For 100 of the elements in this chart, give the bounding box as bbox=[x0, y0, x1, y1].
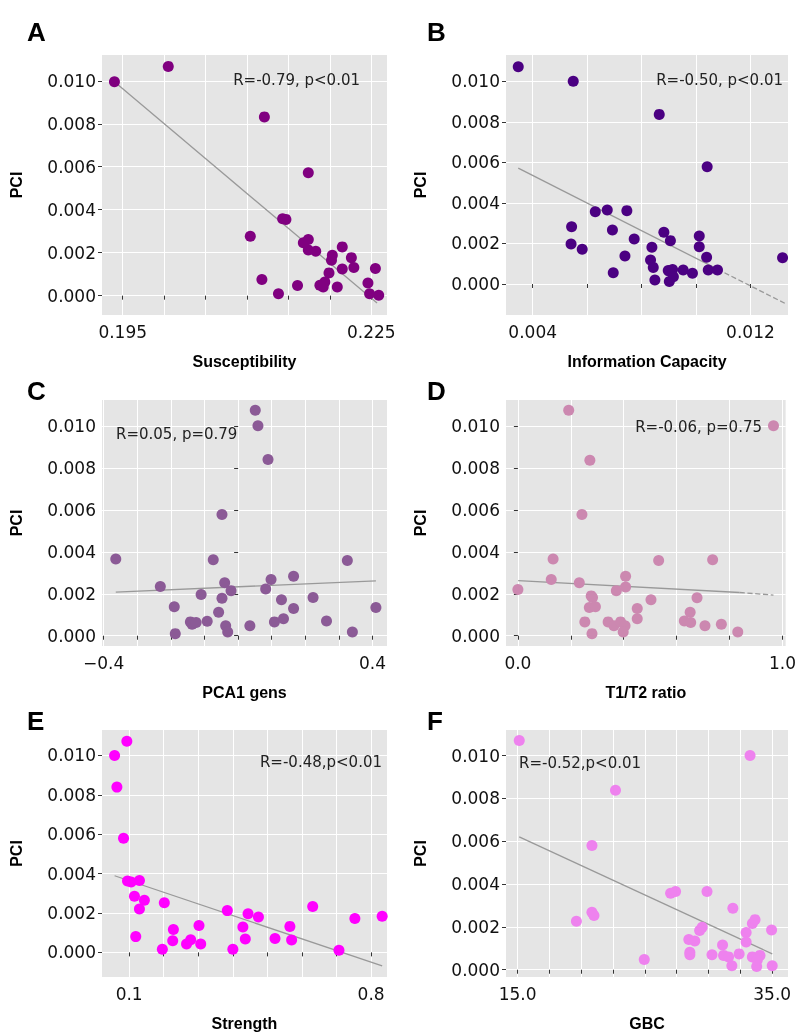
y-tick-label: 0.000 bbox=[47, 625, 96, 646]
point bbox=[566, 221, 578, 233]
y-tick-label: 0.004 bbox=[47, 199, 96, 220]
point bbox=[766, 924, 778, 936]
x-tick-label: 0.1 bbox=[115, 983, 143, 1004]
point bbox=[154, 580, 166, 592]
point bbox=[288, 602, 300, 614]
point bbox=[512, 61, 524, 73]
point bbox=[341, 554, 353, 566]
point bbox=[133, 874, 145, 886]
x-tick-label: 0.4 bbox=[359, 652, 387, 673]
point bbox=[244, 620, 256, 632]
point bbox=[513, 734, 525, 746]
point bbox=[686, 267, 698, 279]
point bbox=[740, 936, 752, 948]
point bbox=[108, 76, 120, 88]
y-tick-label: 0.002 bbox=[47, 902, 96, 923]
point bbox=[727, 902, 739, 914]
x-axis-title: PCA1 gens bbox=[202, 683, 287, 701]
point bbox=[567, 75, 579, 87]
point bbox=[331, 281, 343, 293]
x-tick-label: 35.0 bbox=[753, 983, 792, 1004]
point bbox=[601, 204, 613, 216]
point bbox=[346, 626, 358, 638]
point bbox=[563, 404, 575, 416]
point bbox=[370, 601, 382, 613]
y-tick-label: 0.004 bbox=[451, 192, 500, 213]
y-axis-title: PCI bbox=[7, 840, 25, 867]
y-tick-label: 0.008 bbox=[451, 111, 500, 132]
y-axis-title: PCI bbox=[7, 171, 25, 199]
point bbox=[169, 628, 181, 640]
point bbox=[269, 932, 281, 944]
annotation: R=-0.48,p<0.01 bbox=[259, 752, 382, 771]
point bbox=[570, 915, 582, 927]
point bbox=[336, 241, 348, 253]
y-axis-title: PCI bbox=[7, 509, 25, 537]
point bbox=[252, 911, 264, 923]
point bbox=[319, 276, 331, 288]
point bbox=[726, 960, 738, 972]
point bbox=[168, 601, 180, 613]
point bbox=[292, 280, 304, 292]
point bbox=[689, 935, 701, 947]
y-tick-label: 0.000 bbox=[451, 625, 500, 646]
point bbox=[252, 420, 264, 432]
x-axis-title: GBC bbox=[629, 1014, 666, 1032]
point bbox=[610, 784, 621, 796]
chart-title: A bbox=[27, 17, 46, 47]
point bbox=[158, 897, 170, 909]
point bbox=[262, 454, 274, 466]
point bbox=[288, 570, 300, 582]
point bbox=[545, 574, 557, 586]
point bbox=[701, 251, 713, 263]
x-tick-label: 15.0 bbox=[498, 983, 537, 1004]
point bbox=[693, 230, 705, 242]
point bbox=[664, 235, 676, 247]
point bbox=[130, 931, 142, 943]
point bbox=[699, 620, 711, 632]
point bbox=[717, 939, 729, 951]
annotation: R=-0.06, p=0.75 bbox=[635, 417, 762, 436]
point bbox=[109, 749, 121, 761]
point bbox=[607, 267, 619, 279]
y-tick-label: 0.010 bbox=[451, 71, 500, 92]
point bbox=[670, 886, 682, 898]
point bbox=[777, 252, 789, 264]
point bbox=[216, 592, 228, 604]
y-tick-label: 0.010 bbox=[451, 416, 500, 437]
point bbox=[333, 944, 345, 956]
point bbox=[213, 606, 225, 618]
chart-title: C bbox=[27, 376, 46, 406]
point bbox=[167, 935, 179, 947]
annotation: R=-0.79, p<0.01 bbox=[233, 70, 360, 89]
point bbox=[162, 60, 174, 72]
x-tick-label: 0.8 bbox=[357, 983, 385, 1004]
point bbox=[219, 577, 231, 589]
y-tick-label: 0.006 bbox=[451, 152, 500, 173]
x-tick-label: 0.225 bbox=[346, 321, 396, 342]
point bbox=[649, 274, 661, 286]
y-tick-label: 0.008 bbox=[47, 784, 96, 805]
point bbox=[349, 913, 361, 924]
annotation: R=-0.50, p<0.01 bbox=[656, 70, 783, 89]
point bbox=[653, 108, 665, 120]
point bbox=[579, 616, 591, 628]
point bbox=[645, 594, 657, 606]
point bbox=[733, 948, 745, 960]
point bbox=[286, 934, 298, 946]
point bbox=[227, 943, 239, 955]
point bbox=[647, 261, 659, 273]
point bbox=[336, 263, 348, 275]
point bbox=[573, 577, 585, 589]
point bbox=[376, 910, 388, 922]
point bbox=[693, 241, 705, 253]
annotation: R=-0.52,p<0.01 bbox=[519, 753, 642, 772]
point bbox=[302, 167, 314, 179]
point bbox=[110, 553, 122, 565]
x-tick-label: −0.4 bbox=[83, 652, 125, 673]
point bbox=[345, 252, 357, 264]
y-axis-title: PCI bbox=[411, 509, 429, 537]
point bbox=[216, 509, 228, 520]
point bbox=[653, 554, 665, 566]
y-tick-label: 0.008 bbox=[451, 457, 500, 478]
